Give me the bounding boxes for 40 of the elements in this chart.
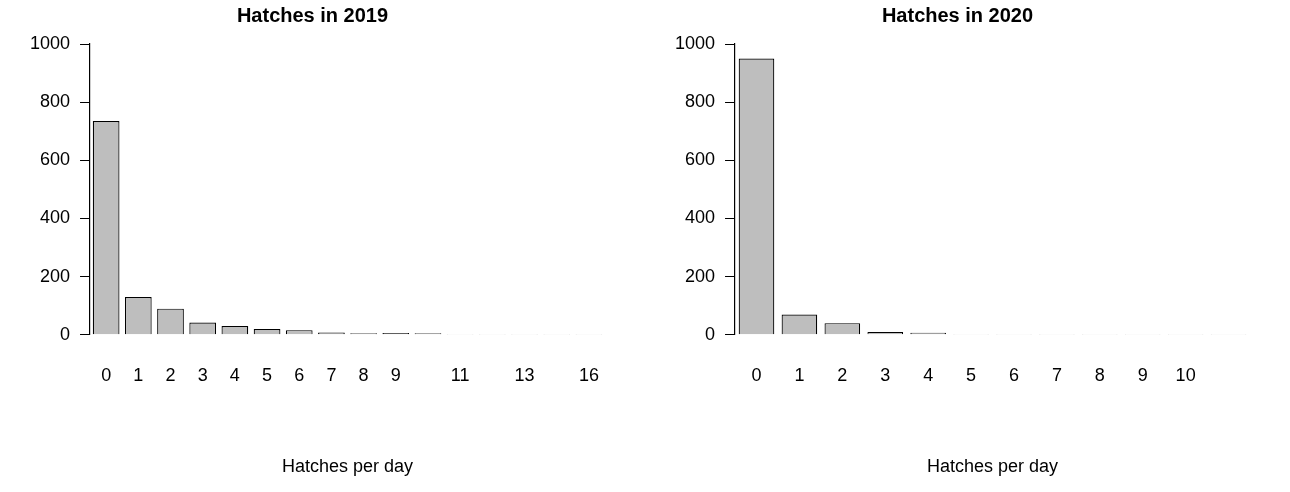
x-tick-label: 7 — [1051, 364, 1062, 385]
y-tick-label: 800 — [40, 91, 71, 112]
x-tick-label: 3 — [880, 364, 891, 385]
y-tick-label: 600 — [685, 149, 716, 170]
x-tick-label: 4 — [923, 364, 934, 385]
y-tick-label: 0 — [60, 323, 71, 344]
y-tick-label: 200 — [40, 265, 71, 286]
y-tick-label: 800 — [685, 91, 716, 112]
y-tick-label: 400 — [685, 207, 716, 228]
x-tick-label: 5 — [262, 364, 273, 385]
x-axis-title: Hatches per day — [926, 456, 1059, 477]
x-tick-label: 3 — [197, 364, 208, 385]
x-tick-label: 6 — [294, 364, 305, 385]
y-tick-label: 1000 — [675, 32, 716, 53]
x-tick-label: 8 — [1094, 364, 1105, 385]
x-tick-label: 2 — [837, 364, 848, 385]
x-tick-label: 11 — [450, 364, 470, 385]
x-tick-label: 8 — [358, 364, 369, 385]
x-tick-label: 16 — [578, 364, 599, 385]
y-tick-label: 200 — [685, 265, 716, 286]
x-tick-label: 6 — [1008, 364, 1019, 385]
y-tick-label: 1000 — [30, 32, 71, 53]
y-tick-label: 0 — [705, 323, 716, 344]
y-tick-label: 400 — [40, 207, 71, 228]
x-tick-label: 7 — [326, 364, 337, 385]
x-tick-label: 9 — [390, 364, 401, 385]
x-tick-label: 9 — [1137, 364, 1148, 385]
x-axis-title: Hatches per day — [281, 456, 414, 477]
x-tick-label: 0 — [751, 364, 762, 385]
x-tick-label: 1 — [133, 364, 144, 385]
x-tick-label: 10 — [1175, 364, 1196, 385]
y-tick-label: 600 — [40, 149, 71, 170]
chart-title: Hatches in 2020 — [881, 3, 1034, 26]
x-tick-label: 1 — [794, 364, 805, 385]
x-tick-label: 13 — [514, 364, 535, 385]
chart-title: Hatches in 2019 — [236, 3, 389, 26]
x-tick-label: 0 — [101, 364, 112, 385]
x-tick-label: 5 — [966, 364, 977, 385]
x-tick-label: 4 — [229, 364, 240, 385]
x-tick-label: 2 — [165, 364, 176, 385]
